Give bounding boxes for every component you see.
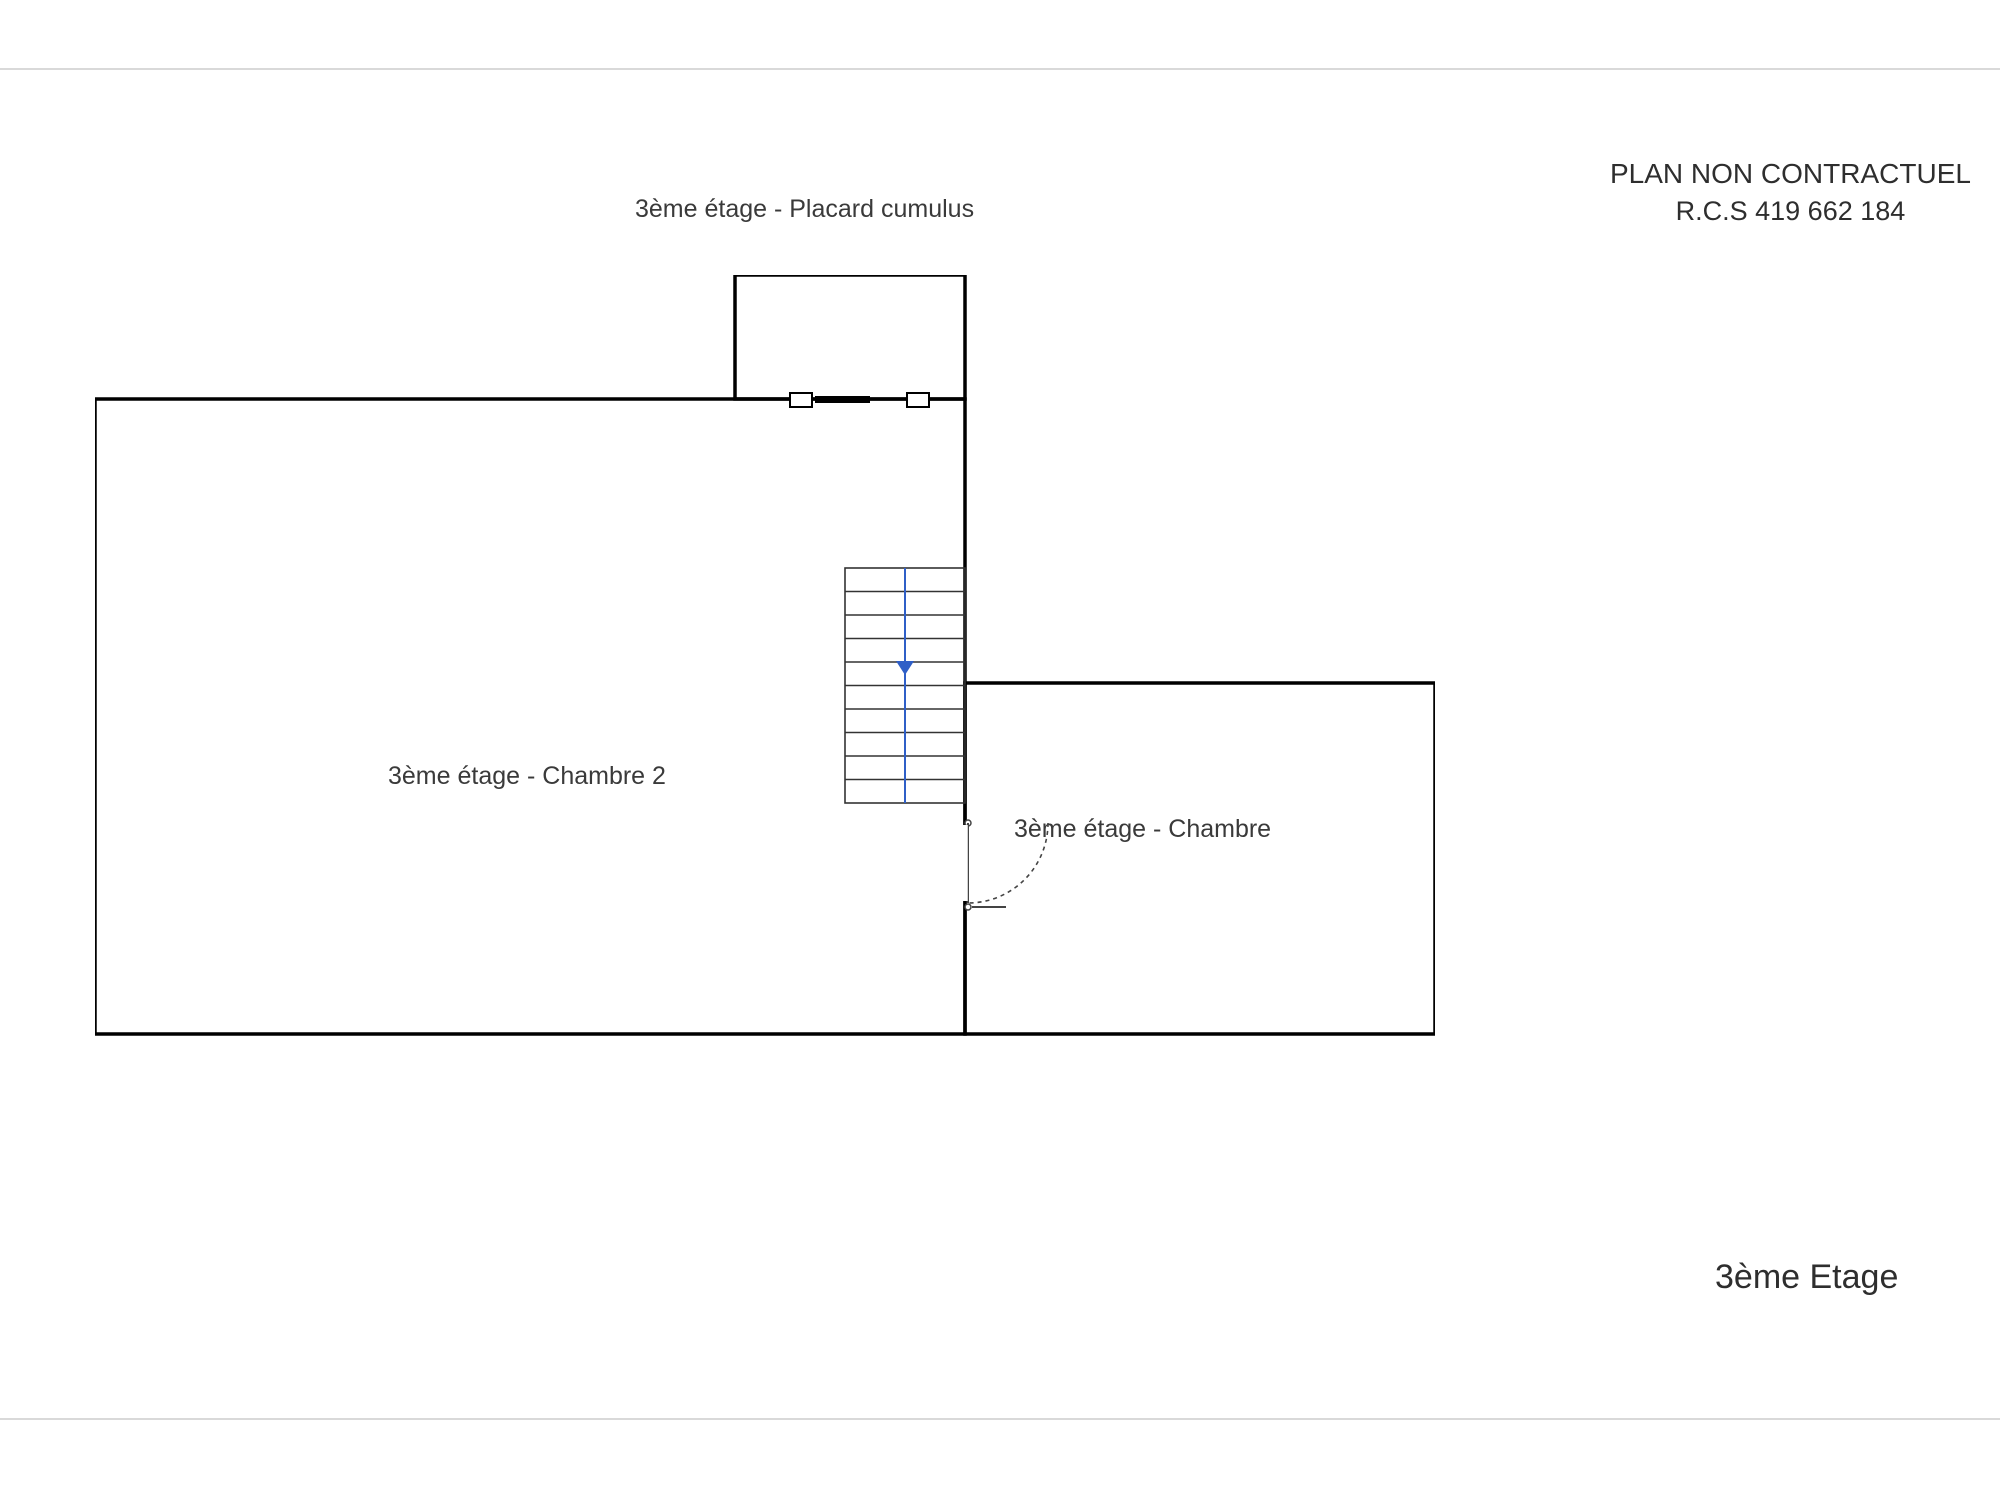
bottom-divider: [0, 1418, 2000, 1420]
floor-title: 3ème Etage: [1715, 1258, 1898, 1297]
top-divider: [0, 68, 2000, 70]
legal-line-1: PLAN NON CONTRACTUEL: [1610, 155, 1971, 193]
legal-line-2: R.C.S 419 662 184: [1610, 193, 1971, 229]
label-placard-cumulus: 3ème étage - Placard cumulus: [635, 195, 974, 224]
floorplan-drawing: [95, 275, 1435, 1045]
legal-block: PLAN NON CONTRACTUEL R.C.S 419 662 184: [1610, 155, 1971, 229]
floorplan-page: PLAN NON CONTRACTUEL R.C.S 419 662 184 3…: [0, 0, 2000, 1500]
